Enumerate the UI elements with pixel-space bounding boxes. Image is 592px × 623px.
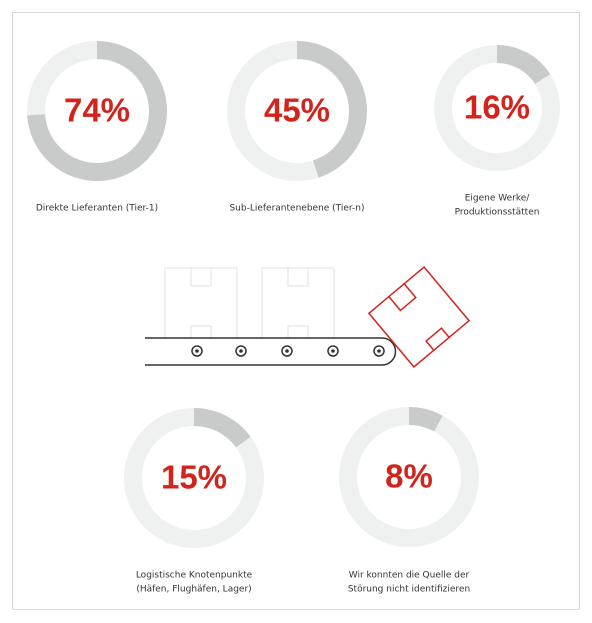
percent-label: 8% <box>385 458 433 495</box>
donut-label: Wir konnten die Quelle der <box>349 571 470 581</box>
percent-label: 15% <box>161 459 227 496</box>
donut-segment <box>193 408 251 448</box>
percent-label: 16% <box>464 89 530 126</box>
ghost-box-tape <box>190 268 212 287</box>
ghost-box-tape <box>287 325 309 338</box>
roller-hubs <box>195 349 381 353</box>
donut-segment <box>408 407 443 432</box>
donut-label: (Häfen, Flughäfen, Lager) <box>136 585 251 595</box>
percent-label: 74% <box>64 92 130 129</box>
rollers <box>191 345 385 357</box>
donut-segment <box>27 41 167 181</box>
conveyor-illustration <box>145 265 471 369</box>
donut-label: Direkte Lieferanten (Tier-1) <box>36 204 158 214</box>
donut-segment <box>496 45 551 85</box>
donut-segment <box>296 41 367 178</box>
donut-label: Logistische Knotenpunkte <box>136 571 253 581</box>
donut-label: Eigene Werke/ <box>465 194 531 204</box>
percent-label: 45% <box>264 92 330 129</box>
ghost-box-tape <box>190 325 212 338</box>
belt <box>145 337 397 366</box>
donut-label: Störung nicht identifizieren <box>348 585 470 595</box>
falling-box <box>367 265 471 369</box>
ghost-box-tape <box>287 268 309 287</box>
donut-label: Produktionsstätten <box>455 208 540 218</box>
frame <box>12 12 580 610</box>
donut-label: Sub-Lieferantenebene (Tier-n) <box>229 204 364 214</box>
